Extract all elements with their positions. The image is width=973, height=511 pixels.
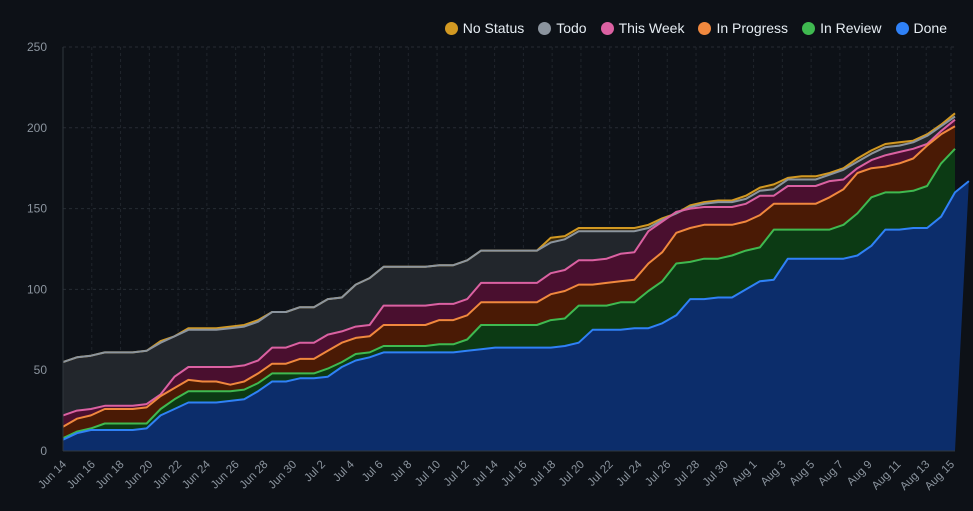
x-tick-label: Jul 10	[413, 459, 443, 489]
legend-dot-in-review	[802, 21, 816, 35]
chart-lines	[62, 112, 970, 441]
x-tick-label: Jul 22	[586, 459, 616, 489]
legend-label-this-week: This Week	[618, 20, 685, 36]
x-tick-label: Jun 14	[36, 458, 69, 491]
legend-item-todo[interactable]: Todo	[538, 20, 587, 36]
legend-label-no-status: No Status	[462, 20, 525, 36]
x-tick-label: Aug 3	[759, 459, 789, 489]
x-tick-label: Jul 20	[557, 459, 587, 489]
x-tick-label: Jul 18	[528, 459, 558, 489]
legend-item-this-week[interactable]: This Week	[600, 20, 685, 36]
y-tick-label: 200	[27, 121, 47, 135]
legend-item-no-status[interactable]: No Status	[444, 20, 525, 36]
y-tick-label: 100	[27, 282, 47, 296]
x-tick-label: Aug 5	[788, 459, 818, 489]
x-tick-label: Jul 14	[471, 458, 502, 489]
x-tick-label: Jul 16	[499, 459, 529, 489]
x-tick-label: Jun 26	[209, 459, 242, 492]
x-tick-label: Jul 2	[302, 459, 328, 485]
x-tick-label: Aug 7	[816, 459, 846, 489]
x-tick-label: Jun 22	[151, 459, 184, 492]
legend-label-in-review: In Review	[820, 20, 882, 36]
x-tick-label: Jun 18	[94, 459, 127, 492]
x-tick-label: Jul 30	[701, 459, 731, 489]
x-tick-label: Jun 24	[180, 458, 213, 491]
x-tick-label: Jun 16	[65, 459, 98, 492]
x-tick-label: Aug 11	[870, 459, 904, 493]
legend: No Status Todo This Week In Progress In …	[444, 20, 947, 36]
legend-dot-in-progress	[698, 21, 712, 35]
legend-item-in-progress[interactable]: In Progress	[698, 20, 788, 36]
legend-item-in-review[interactable]: In Review	[802, 20, 882, 36]
legend-dot-done	[895, 21, 909, 35]
legend-dot-this-week	[600, 21, 614, 35]
y-axis: 0 50 100 150 200 250	[27, 40, 64, 458]
x-tick-label: Jul 8	[389, 459, 415, 485]
x-tick-label: Jul 6	[360, 459, 386, 485]
line-done[interactable]	[62, 180, 970, 441]
y-tick-label: 0	[40, 444, 47, 458]
legend-label-done: Done	[913, 20, 947, 36]
y-tick-label: 150	[27, 202, 47, 216]
legend-label-todo: Todo	[556, 20, 587, 36]
line-this-week[interactable]	[62, 118, 956, 417]
y-tick-label: 250	[27, 40, 47, 54]
x-tick-label: Jun 20	[123, 459, 156, 492]
x-tick-label: Jun 30	[266, 459, 299, 492]
line-todo[interactable]	[62, 115, 956, 364]
x-tick-label: Jul 26	[643, 459, 673, 489]
x-tick-label: Aug 1	[730, 459, 760, 489]
x-tick-label: Jun 28	[238, 459, 271, 492]
x-tick-label: Jul 24	[614, 458, 645, 489]
line-in-progress[interactable]	[62, 125, 956, 428]
x-tick-label: Jul 28	[672, 459, 702, 489]
legend-item-done[interactable]: Done	[895, 20, 947, 36]
x-tick-label: Jul 12	[442, 459, 472, 489]
area-done	[63, 181, 969, 451]
x-tick-label: Jul 4	[331, 458, 357, 484]
line-in-review[interactable]	[62, 148, 956, 440]
y-tick-label: 50	[34, 363, 48, 377]
legend-dot-no-status	[444, 21, 458, 35]
legend-dot-todo	[538, 21, 552, 35]
legend-label-in-progress: In Progress	[716, 20, 789, 36]
